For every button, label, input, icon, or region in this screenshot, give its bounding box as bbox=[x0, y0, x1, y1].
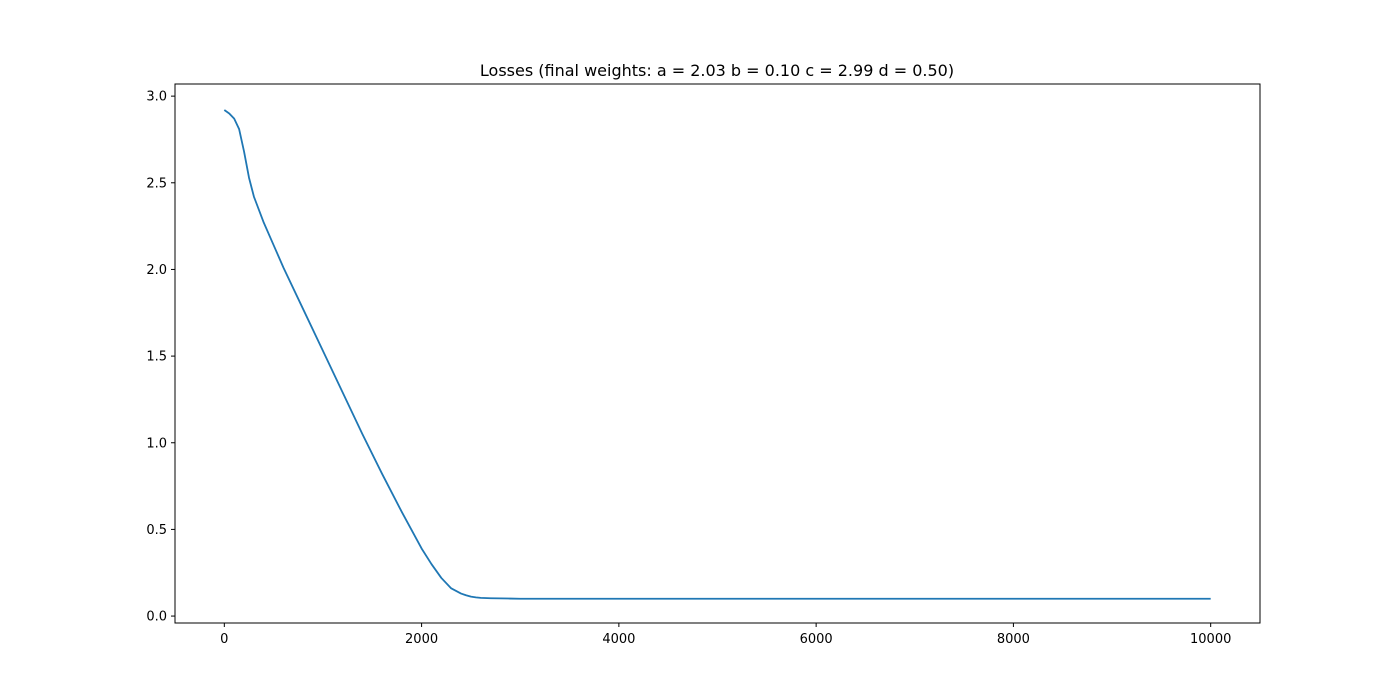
y-tick-label: 2.0 bbox=[146, 263, 167, 278]
x-tick-label: 2000 bbox=[405, 632, 438, 647]
y-tick-label: 0.0 bbox=[146, 610, 167, 625]
x-tick-label: 10000 bbox=[1190, 632, 1231, 647]
y-tick-label: 2.5 bbox=[146, 176, 167, 191]
y-axis: 0.0 0.5 1.0 1.5 2.0 2.5 3.0 bbox=[146, 90, 175, 625]
x-tick-label: 4000 bbox=[602, 632, 635, 647]
axes-frame bbox=[174, 83, 1261, 624]
y-tick-label: 3.0 bbox=[146, 90, 167, 105]
x-tick-label: 6000 bbox=[800, 632, 833, 647]
y-tick-label: 1.0 bbox=[146, 436, 167, 451]
x-axis: 0 2000 4000 6000 8000 10000 bbox=[220, 623, 1231, 647]
chart-title: Losses (final weights: a = 2.03 b = 0.10… bbox=[480, 61, 954, 80]
x-tick-label: 0 bbox=[220, 632, 228, 647]
y-tick-label: 1.5 bbox=[146, 350, 167, 365]
x-tick-label: 8000 bbox=[997, 632, 1030, 647]
y-tick-label: 0.5 bbox=[146, 523, 167, 538]
plot-area bbox=[223, 109, 1211, 600]
loss-series-line bbox=[223, 109, 1211, 600]
